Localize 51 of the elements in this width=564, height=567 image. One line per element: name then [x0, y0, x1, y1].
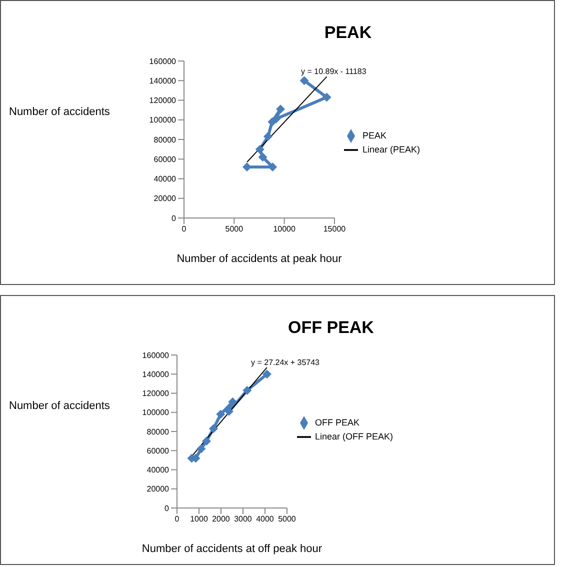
y-tick-label: 140000 — [149, 76, 177, 86]
x-tick-label: 1000 — [190, 514, 208, 524]
y-tick-label: 160000 — [142, 350, 170, 360]
y-tick-label: 160000 — [149, 56, 177, 66]
y-tick-label: 80000 — [154, 135, 177, 144]
x-tick-label: 5000 — [278, 514, 296, 524]
legend-label: PEAK — [362, 130, 386, 140]
legend-label: Linear (PEAK) — [362, 144, 420, 154]
x-tick-label: 3000 — [234, 514, 252, 524]
y-tick-label: 0 — [172, 214, 177, 223]
y-tick-label: 20000 — [154, 194, 177, 204]
legend-label: Linear (OFF PEAK) — [314, 431, 393, 442]
y-tick-label: 40000 — [154, 174, 177, 184]
point — [216, 410, 226, 419]
annotation: y = 10.89x - 11183 — [301, 67, 366, 76]
point — [300, 76, 309, 86]
point — [262, 370, 272, 379]
y-tick-label: 80000 — [146, 427, 170, 436]
y-axis-title: Number of accidents — [9, 400, 110, 412]
point — [258, 152, 268, 162]
legend-label: OFF PEAK — [314, 417, 360, 428]
y-tick-label: 140000 — [142, 370, 170, 379]
y-axis-title: Number of accidents — [9, 106, 110, 118]
y-tick-label: 120000 — [149, 96, 177, 106]
y-tick-label: 0 — [164, 504, 170, 513]
point — [322, 92, 332, 102]
x-tick-label: 15000 — [323, 224, 346, 234]
text: OFF PEAK — [287, 318, 375, 338]
point — [255, 144, 264, 154]
y-tick-label: 20000 — [146, 484, 170, 494]
y-tick-label: 100000 — [149, 116, 177, 125]
point — [276, 104, 285, 114]
x-tick-label: 4000 — [256, 514, 274, 524]
y-tick-label: 120000 — [142, 389, 170, 398]
chart-title: PEAK — [323, 23, 373, 43]
x-tick-label: 10000 — [273, 224, 296, 234]
y-tick-label: 100000 — [142, 408, 170, 418]
x-axis-title: Number of accidents at peak hour — [176, 253, 342, 265]
point — [202, 436, 211, 446]
point — [196, 444, 206, 454]
point — [263, 132, 272, 142]
point — [209, 424, 218, 434]
x-axis-title: Number of accidents at off peak hour — [142, 543, 322, 555]
point — [242, 386, 252, 395]
x-tick-label: 0 — [182, 224, 187, 234]
y-tick-label: 60000 — [154, 154, 177, 164]
y-tick-label: 60000 — [146, 446, 170, 456]
x-tick-label: 5000 — [225, 224, 244, 234]
y-tick-label: 40000 — [146, 466, 170, 475]
annotation: y = 27.24x + 35743 — [251, 358, 320, 367]
x-tick-label: 2000 — [212, 514, 230, 524]
